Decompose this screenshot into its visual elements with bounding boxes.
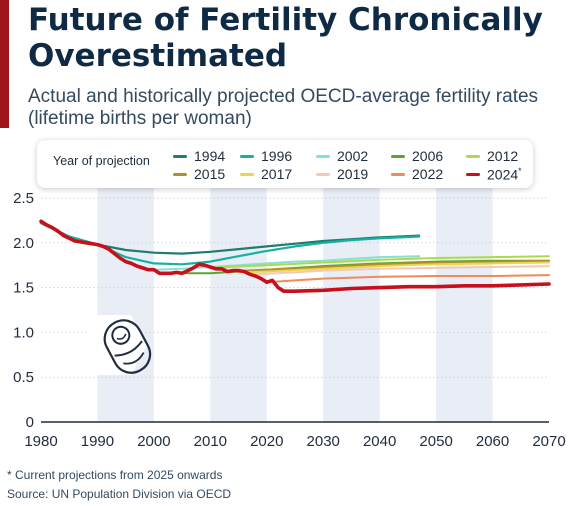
series-line-2019 [254, 265, 550, 276]
series-line-2017 [237, 261, 550, 274]
legend-label: 2002 [337, 148, 369, 164]
legend-label: 2006 [412, 148, 444, 164]
x-tick-label: 1990 [81, 433, 114, 450]
grid-band [97, 187, 154, 422]
legend-label: 1996 [261, 148, 293, 164]
x-tick-label: 2070 [532, 433, 565, 450]
legend-label: 1994 [194, 148, 226, 164]
x-tick-label: 2050 [419, 433, 452, 450]
legend-swatch [173, 172, 187, 176]
series-line-2022 [265, 274, 550, 284]
legend-swatch [316, 172, 330, 176]
series-line-2024 [39, 219, 551, 294]
legend-item-2012: 2012 [466, 148, 518, 164]
legend-item-1996: 1996 [240, 148, 292, 164]
x-tick-label: 2010 [194, 433, 227, 450]
legend-item-2024: 2024* [466, 166, 522, 182]
y-tick-label: 1.5 [13, 280, 34, 297]
legend-swatch [466, 172, 480, 176]
series-line-2012 [209, 255, 550, 269]
grid-band [210, 187, 267, 422]
legend-item-1994: 1994 [173, 148, 225, 164]
y-tick-label: 2.5 [13, 190, 34, 207]
legend-swatch [173, 154, 187, 158]
legend-swatch [391, 154, 405, 158]
legend-label: 2012 [487, 148, 519, 164]
x-tick-label: 1980 [24, 433, 57, 450]
fertility-line-chart: 1980 1990 2000 2010 2020 2030 2040 2050 2060 2070… [13, 187, 566, 450]
source-note: Source: UN Population Division via OECD [7, 487, 232, 501]
footnote: * Current projections from 2025 onwards [7, 468, 223, 482]
legend-item-2017: 2017 [240, 166, 292, 182]
legend-swatch [391, 172, 405, 176]
legend-swatch [316, 154, 330, 158]
y-tick-label: 0 [26, 414, 34, 431]
x-tick-label: 2000 [137, 433, 170, 450]
legend-asterisk: * [518, 165, 522, 176]
x-tick-label: 2020 [250, 433, 283, 450]
page-subtitle: Actual and historically projected OECD-a… [28, 86, 539, 129]
legend: Year of projection 1994 1996 2002 2006 2012 2… [37, 140, 533, 188]
legend-item-2002: 2002 [316, 148, 368, 164]
legend-item-2022: 2022 [391, 166, 443, 182]
page-title: Future of Fertility Chronically Overesti… [28, 2, 543, 74]
y-tick-label: 2.0 [13, 235, 34, 252]
accent-bar [0, 0, 9, 128]
legend-label: 2024* [487, 165, 522, 183]
x-tick-label: 2040 [363, 433, 396, 450]
baby-icon [80, 315, 152, 375]
legend-title: Year of projection [53, 154, 150, 168]
legend-item-2006: 2006 [391, 148, 443, 164]
x-tick-label: 2030 [307, 433, 340, 450]
legend-label: 2015 [194, 166, 226, 182]
grid-band [436, 187, 493, 422]
legend-item-2019: 2019 [316, 166, 368, 182]
legend-label: 2022 [412, 166, 444, 182]
legend-swatch [466, 154, 480, 158]
legend-item-2015: 2015 [173, 166, 225, 182]
legend-label: 2017 [261, 166, 293, 182]
x-tick-label: 2060 [476, 433, 509, 450]
series-line-2015 [226, 259, 550, 273]
y-tick-label: 0.5 [13, 369, 34, 386]
legend-swatch [240, 172, 254, 176]
grid-band [323, 187, 380, 422]
legend-label: 2019 [337, 166, 369, 182]
legend-swatch [240, 154, 254, 158]
y-tick-label: 1.0 [13, 324, 34, 341]
